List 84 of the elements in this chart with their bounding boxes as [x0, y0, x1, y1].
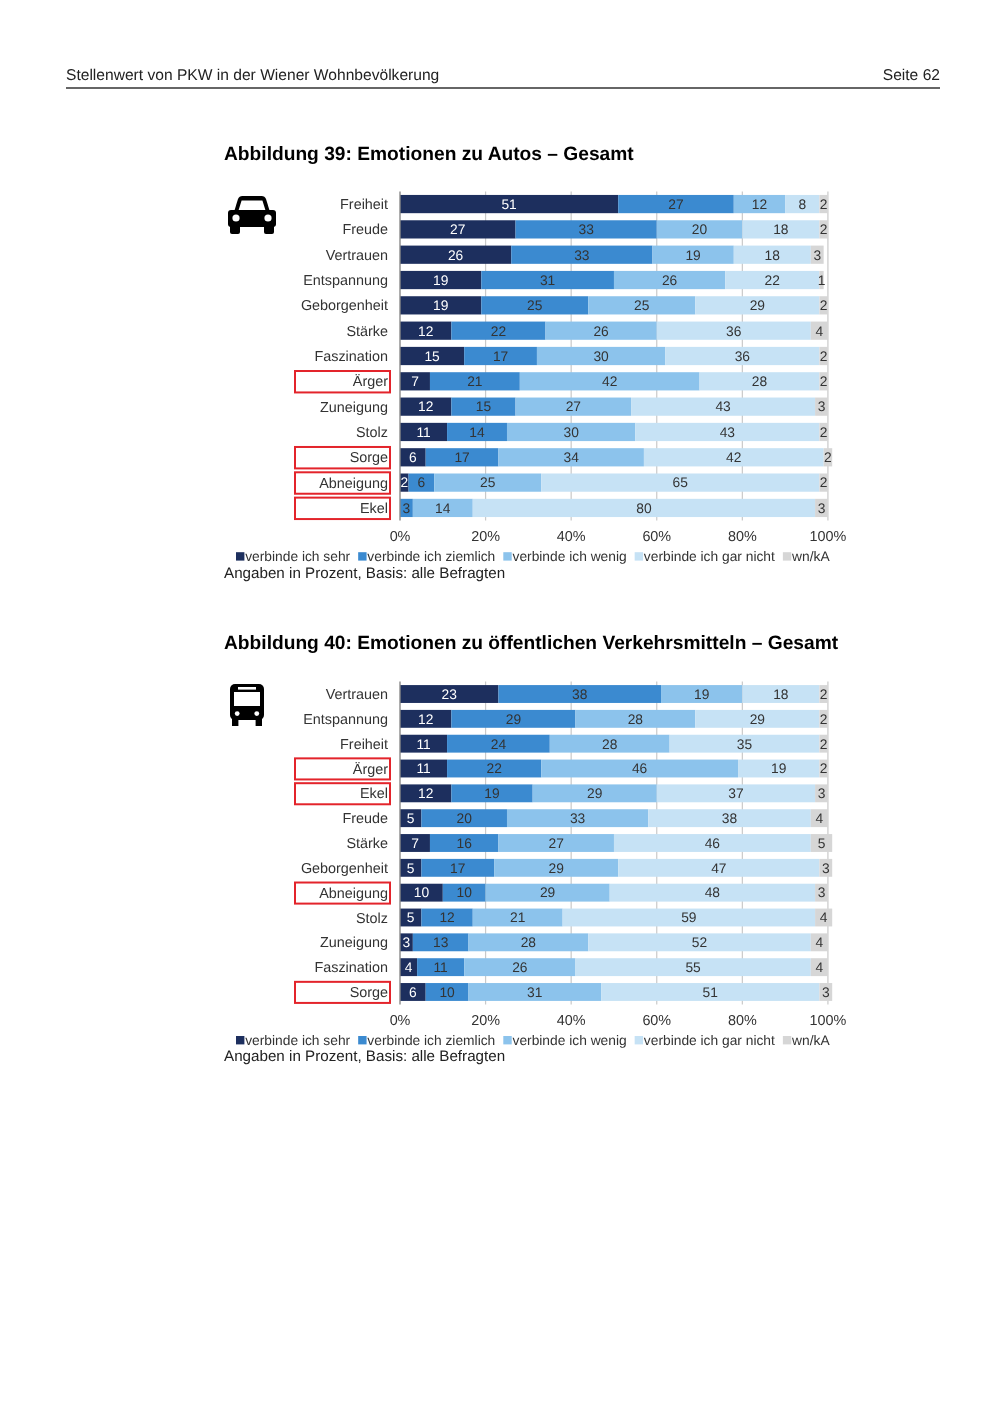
- bar: [412, 498, 473, 518]
- bar: [464, 958, 576, 977]
- bar: [494, 858, 619, 877]
- bar: [575, 958, 811, 977]
- bar: [613, 834, 811, 852]
- bar: [400, 784, 452, 803]
- bar: [400, 270, 482, 290]
- bar: [532, 784, 657, 803]
- bar: [498, 448, 644, 467]
- bar: [472, 908, 563, 927]
- bar: [400, 194, 619, 214]
- bar: [412, 933, 469, 952]
- bar: [408, 473, 435, 492]
- bar: [506, 422, 636, 442]
- bar: [400, 834, 430, 852]
- bar: [498, 685, 662, 703]
- bar: [421, 809, 507, 828]
- bar: [464, 346, 537, 366]
- bar: [451, 709, 576, 728]
- bar: [665, 346, 820, 366]
- bar: [575, 709, 696, 728]
- bar: [481, 270, 614, 290]
- bar: [447, 734, 550, 753]
- bar: [695, 296, 820, 315]
- bar: [631, 397, 816, 416]
- bar: [485, 883, 610, 902]
- bar: [468, 933, 589, 952]
- bar: [588, 933, 811, 952]
- bar: [588, 296, 696, 315]
- bar: [601, 983, 820, 1001]
- bar: [613, 270, 726, 290]
- bar: [451, 784, 533, 803]
- bar: [400, 734, 448, 753]
- bar: [699, 372, 820, 391]
- bar: [447, 759, 542, 778]
- bar: [656, 321, 811, 340]
- bar: [400, 220, 516, 239]
- bar: [656, 784, 816, 803]
- bar: [725, 270, 820, 290]
- bar: [434, 473, 542, 492]
- bar: [549, 734, 670, 753]
- bar: [400, 685, 499, 703]
- bar: [635, 422, 820, 442]
- bar: [417, 958, 465, 977]
- bar: [733, 194, 786, 214]
- bar: [429, 834, 499, 852]
- bar: [652, 245, 734, 264]
- bar: [451, 321, 546, 340]
- bar: [468, 983, 602, 1001]
- bar: [695, 709, 820, 728]
- bar: [511, 245, 653, 264]
- bar: [506, 809, 649, 828]
- bar: [498, 834, 614, 852]
- bar: [519, 372, 700, 391]
- bar: [425, 448, 499, 467]
- chart-title: Abbildung 39: Emotionen zu Autos – Gesamt: [224, 144, 636, 166]
- bar: [536, 346, 666, 366]
- bar: [515, 220, 657, 239]
- bar: [643, 448, 824, 467]
- bar: [429, 372, 520, 391]
- bar: [541, 473, 820, 492]
- bar: [609, 883, 816, 902]
- bar: [545, 321, 657, 340]
- bar: [447, 422, 507, 442]
- bar: [742, 685, 820, 703]
- bar: [656, 220, 743, 239]
- bar: [733, 245, 811, 264]
- bar: [472, 498, 816, 518]
- bar: [451, 397, 516, 416]
- bar: [742, 220, 820, 239]
- bar: [400, 709, 452, 728]
- bar: [618, 194, 734, 214]
- bar: [400, 245, 512, 264]
- bar: [562, 908, 816, 927]
- bar: [421, 858, 495, 877]
- bar: [661, 685, 743, 703]
- bar: [515, 397, 632, 416]
- bar: [618, 858, 820, 877]
- bar: [400, 296, 482, 315]
- bar: [481, 296, 589, 315]
- bar: [648, 809, 811, 828]
- chart-title: Abbildung 40: Emotionen zu öffentlichen Verkehrsmitteln – Gesamt: [224, 633, 840, 655]
- bar: [669, 734, 820, 753]
- bar: [541, 759, 739, 778]
